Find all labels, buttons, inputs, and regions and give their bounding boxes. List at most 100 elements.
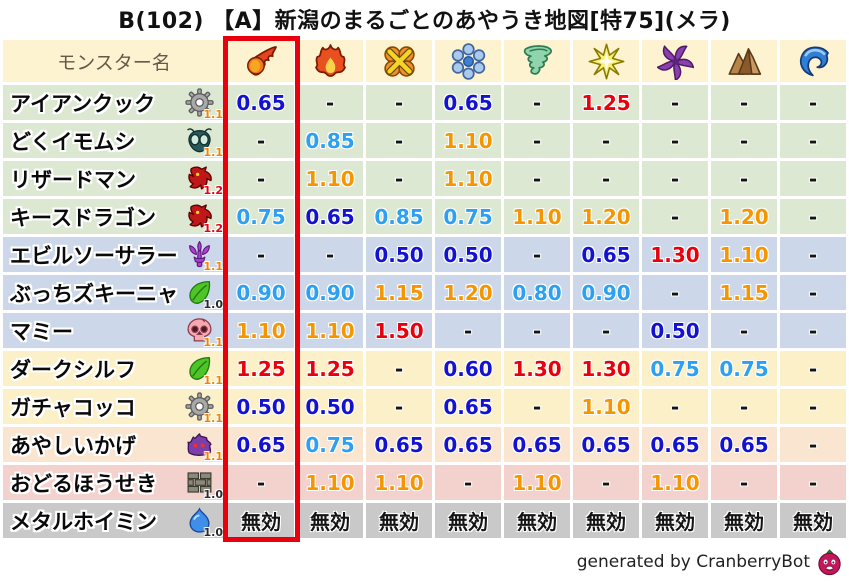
- rank-badge: 1.2: [203, 221, 224, 235]
- value-cell: 1.10: [435, 161, 501, 196]
- value-cell: -: [366, 161, 432, 196]
- footer: generated by CranberryBot: [577, 547, 843, 577]
- value-cell: 0.85: [366, 199, 432, 234]
- value-cell: -: [504, 313, 570, 348]
- slime-icon: 1.0: [185, 506, 223, 539]
- value-cell: -: [642, 199, 708, 234]
- rank-badge: 1.2: [203, 183, 224, 197]
- value-cell: 0.90: [228, 275, 294, 310]
- monster-name: どくイモムシ: [10, 129, 136, 154]
- value-cell: 0.50: [366, 237, 432, 272]
- dragon-head-icon: 1.2: [185, 164, 223, 197]
- value-cell: 0.65: [435, 389, 501, 424]
- value-cell: -: [573, 161, 639, 196]
- value-cell: 1.10: [573, 389, 639, 424]
- value-cell: 0.80: [504, 275, 570, 310]
- value-cell: -: [780, 313, 846, 348]
- value-cell: 1.10: [297, 161, 363, 196]
- header-row: モンスター名: [3, 40, 846, 82]
- value-cell: 0.85: [297, 123, 363, 158]
- value-cell: 1.20: [711, 199, 777, 234]
- value-cell: 0.50: [435, 237, 501, 272]
- value-cell: -: [297, 85, 363, 120]
- value-cell: -: [780, 465, 846, 500]
- value-cell: -: [504, 237, 570, 272]
- gear-icon: 1.1: [185, 87, 223, 121]
- value-cell: 1.25: [573, 85, 639, 120]
- value-cell: -: [228, 465, 294, 500]
- table-row: ガチャコッコ 1.1 0.50 0.50-0.65-1.10- - -: [3, 389, 846, 425]
- table-row: あやしいかげ 1.1 0.65 0.75 0.65 0.65 0.65 0.65 0.65 0.6…: [3, 427, 846, 463]
- leaf-icon: 1.1: [185, 354, 223, 387]
- value-cell: -: [228, 161, 294, 196]
- monster-name-cell: マミー 1.1: [3, 313, 225, 349]
- table-row: メタルホイミン 1.0 無効 無効 無効 無効 無効 無効 無効 無効 無効: [3, 503, 846, 539]
- value-cell: -: [780, 161, 846, 196]
- gira-flame-icon: [297, 40, 363, 82]
- value-cell: 無効: [780, 503, 846, 538]
- bagi-tornado-icon: [504, 40, 570, 82]
- credit-text: generated by CranberryBot: [576, 552, 810, 572]
- monster-name-header: モンスター名: [3, 40, 225, 82]
- value-cell: -: [366, 85, 432, 120]
- dragon-head-icon: 1.2: [185, 202, 223, 235]
- table-row: おどるほうせき 1.0-1.10 1.10-1.10-1.10- -: [3, 465, 846, 501]
- value-cell: 0.65: [366, 427, 432, 462]
- monster-name-cell: ダークシルフ 1.1: [3, 351, 225, 387]
- value-cell: 0.65: [228, 427, 294, 462]
- value-cell: 0.65: [435, 85, 501, 120]
- value-cell: 0.65: [573, 427, 639, 462]
- value-cell: -: [711, 465, 777, 500]
- value-cell: -: [504, 123, 570, 158]
- table-row: アイアンクック 1.1 0.65- -0.65-1.25- - -: [3, 85, 846, 121]
- rank-badge: 1.1: [203, 449, 224, 463]
- value-cell: -: [642, 85, 708, 120]
- trident-icon: 1.1: [185, 240, 223, 273]
- value-cell: -: [366, 389, 432, 424]
- value-cell: 無効: [228, 503, 294, 538]
- table-row: ぶっちズキーニャ 1.0 0.90 0.90 1.15 1.20 0.80 0.90-1.15…: [3, 275, 846, 311]
- rank-badge: 1.1: [203, 259, 224, 273]
- value-cell: 0.65: [435, 427, 501, 462]
- value-cell: 0.75: [228, 199, 294, 234]
- monster-name: エビルソーサラー: [10, 243, 178, 268]
- value-cell: 1.15: [711, 275, 777, 310]
- value-cell: -: [504, 389, 570, 424]
- cranberry-bot-icon: [816, 548, 843, 576]
- table-row: リザードマン 1.2-1.10-1.10- - - - -: [3, 161, 846, 197]
- monster-name: メタルホイミン: [10, 509, 157, 534]
- monster-name: キースドラゴン: [10, 205, 156, 230]
- monster-name-cell: どくイモムシ 1.1: [3, 123, 225, 159]
- monster-name: マミー: [10, 319, 73, 344]
- brick-wall-icon: 1.0: [185, 468, 223, 501]
- monster-name-cell: キースドラゴン 1.2: [3, 199, 225, 235]
- value-cell: -: [780, 123, 846, 158]
- gear-icon: 1.1: [185, 391, 223, 425]
- rank-badge: 1.0: [203, 487, 224, 501]
- rank-badge: 1.0: [203, 297, 224, 311]
- value-cell: -: [573, 123, 639, 158]
- monster-name-cell: エビルソーサラー 1.1: [3, 237, 225, 273]
- value-cell: -: [642, 123, 708, 158]
- value-cell: -: [711, 313, 777, 348]
- rank-badge: 1.1: [203, 145, 224, 159]
- value-cell: 無効: [642, 503, 708, 538]
- value-cell: 1.10: [297, 313, 363, 348]
- value-cell: 無効: [297, 503, 363, 538]
- value-cell: 1.10: [711, 237, 777, 272]
- value-cell: 0.65: [228, 85, 294, 120]
- value-cell: 1.25: [297, 351, 363, 386]
- value-cell: 1.10: [297, 465, 363, 500]
- monster-name: おどるほうせき: [10, 471, 157, 496]
- value-cell: -: [228, 237, 294, 272]
- value-cell: 0.65: [504, 427, 570, 462]
- value-cell: 1.50: [366, 313, 432, 348]
- table-row: マミー 1.1 1.10 1.10 1.50- - -0.50- -: [3, 313, 846, 349]
- value-cell: 0.60: [435, 351, 501, 386]
- value-cell: 1.15: [366, 275, 432, 310]
- value-cell: 無効: [366, 503, 432, 538]
- table-row: どくイモムシ 1.1-0.85-1.10- - - - -: [3, 123, 846, 159]
- leaf-icon: 1.0: [185, 278, 223, 311]
- value-cell: -: [780, 237, 846, 272]
- value-cell: 0.50: [642, 313, 708, 348]
